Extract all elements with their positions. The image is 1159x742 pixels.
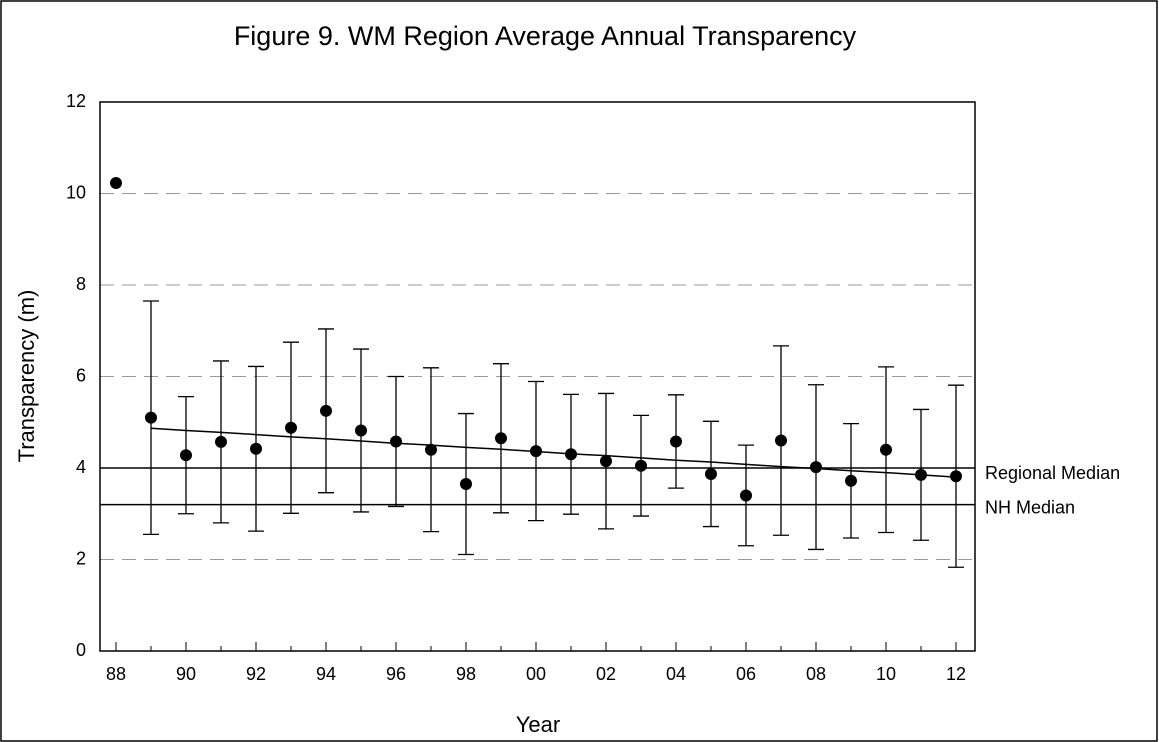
y-tick-label: 2 (76, 548, 86, 568)
data-point (810, 461, 822, 474)
x-tick-label: 88 (106, 664, 126, 684)
data-point (320, 404, 332, 417)
chart-title: Figure 9. WM Region Average Annual Trans… (234, 21, 857, 51)
data-point (845, 474, 857, 487)
data-point (390, 435, 402, 448)
x-tick-label: 02 (596, 664, 616, 684)
x-tick-label: 90 (176, 664, 196, 684)
data-point (670, 435, 682, 448)
data-point (495, 432, 507, 445)
reference-label: NH Median (985, 497, 1075, 517)
y-tick-label: 4 (76, 457, 86, 477)
reference-label: Regional Median (985, 463, 1120, 483)
x-tick-label: 10 (876, 664, 896, 684)
data-point (110, 176, 122, 189)
x-tick-label: 96 (386, 664, 406, 684)
data-point (285, 421, 297, 434)
data-point (530, 445, 542, 458)
y-tick-label: 12 (66, 91, 86, 111)
data-point (145, 411, 157, 424)
data-point (880, 443, 892, 456)
data-point (180, 449, 192, 462)
trend-line (150, 427, 957, 478)
data-point (355, 424, 367, 437)
x-tick-label: 12 (946, 664, 966, 684)
y-tick-label: 0 (76, 640, 86, 660)
y-tick-label: 6 (76, 365, 86, 385)
data-point (740, 489, 752, 502)
plot-border (99, 101, 976, 652)
x-tick-label: 06 (736, 664, 756, 684)
x-tick-label: 00 (526, 664, 546, 684)
x-tick-label: 08 (806, 664, 826, 684)
data-point (460, 478, 472, 491)
x-tick-label: 04 (666, 664, 686, 684)
data-point (705, 467, 717, 480)
data-point (425, 443, 437, 456)
data-point (635, 459, 647, 472)
x-tick-label: 98 (456, 664, 476, 684)
data-point (775, 434, 787, 447)
data-point (250, 442, 262, 455)
y-tick-label: 8 (76, 274, 86, 294)
x-tick-label: 94 (316, 664, 336, 684)
data-point (600, 455, 612, 468)
data-point (915, 468, 927, 481)
data-point (950, 470, 962, 483)
y-axis-label: Transparency (m) (14, 290, 39, 463)
y-tick-label: 10 (66, 182, 86, 202)
data-point (565, 448, 577, 461)
data-point (215, 435, 227, 448)
x-tick-label: 92 (246, 664, 266, 684)
x-axis-label: Year (516, 712, 560, 737)
